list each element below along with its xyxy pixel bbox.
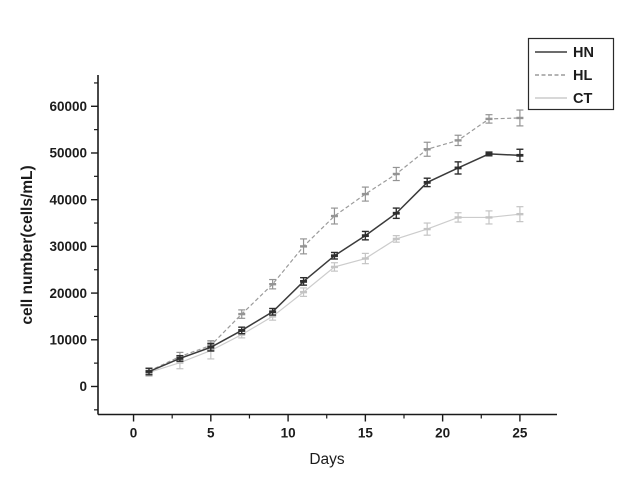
x-tick-label: 20 [435, 426, 450, 441]
x-tick-label: 10 [281, 426, 296, 441]
legend-item-hl: HL [535, 68, 592, 84]
y-tick-label: 50000 [49, 146, 87, 161]
x-tick-label: 5 [207, 426, 215, 441]
series-line-hl [148, 117, 520, 372]
y-tick-label: 40000 [49, 192, 87, 207]
y-tick-label: 0 [79, 379, 87, 394]
y-axis-title: cell number(cells/mL) [19, 165, 36, 324]
x-axis-title: Days [309, 451, 345, 468]
legend-label-hl: HL [573, 68, 592, 84]
x-tick-label: 0 [130, 426, 138, 441]
y-tick-label: 10000 [49, 332, 87, 347]
legend-label-hn: HN [573, 45, 594, 61]
legend: HN HL CT [527, 37, 615, 111]
x-tick-label: 25 [512, 426, 528, 441]
y-tick-label: 20000 [49, 286, 87, 301]
y-tick-label: 60000 [49, 99, 87, 114]
legend-item-ct: CT [535, 91, 592, 107]
legend-item-hn: HN [535, 45, 594, 61]
legend-label-ct: CT [573, 91, 592, 107]
x-tick-label: 15 [358, 426, 374, 441]
legend-box [527, 37, 615, 111]
y-tick-label: 30000 [49, 239, 87, 254]
plot-area: 0 5 10 15 20 25 0 10000 20000 30000 40000 50000 6000… [49, 75, 557, 441]
